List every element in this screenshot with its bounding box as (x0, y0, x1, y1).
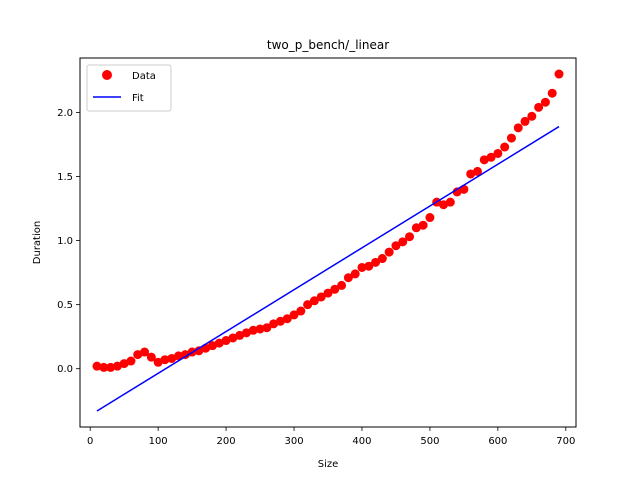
data-point (303, 300, 313, 310)
data-point (391, 241, 401, 251)
legend-data-marker (102, 70, 112, 80)
data-point (289, 310, 299, 320)
data-point (493, 148, 503, 158)
data-point (405, 232, 415, 242)
data-point (472, 166, 482, 176)
data-point (486, 152, 496, 162)
axis-ticks: 0 100 200 300 400 500 600 700 0.0 0.5 1.0 1.5 2.0 (57, 108, 575, 447)
data-point (228, 333, 238, 343)
data-point (269, 319, 279, 329)
data-point (554, 69, 564, 79)
data-point (337, 280, 347, 290)
x-tick-label: 400 (352, 436, 371, 447)
data-point (418, 220, 428, 230)
data-point (316, 292, 326, 302)
data-point (309, 296, 319, 306)
data-point (439, 200, 449, 210)
y-tick-label: 1.0 (57, 236, 73, 247)
x-axis-label: Size (318, 459, 339, 470)
data-point (119, 359, 129, 369)
data-point (275, 316, 285, 326)
data-point (112, 361, 122, 371)
data-point (296, 306, 306, 316)
data-point (282, 314, 292, 324)
data-point (323, 288, 333, 298)
legend: Data Fit (86, 64, 172, 112)
legend-box (86, 64, 172, 112)
data-point (241, 328, 251, 338)
data-point (534, 102, 544, 112)
data-point (425, 213, 435, 223)
data-point (540, 97, 550, 107)
y-tick-label: 1.5 (57, 172, 73, 183)
data-point (160, 355, 170, 365)
data-point (248, 325, 258, 335)
data-point (194, 346, 204, 356)
data-point (133, 350, 143, 360)
data-point (343, 273, 353, 283)
x-tick-label: 100 (149, 436, 168, 447)
legend-fit-label: Fit (132, 93, 144, 104)
x-tick-label: 300 (284, 436, 303, 447)
data-point (357, 262, 367, 272)
y-tick-label: 0.5 (57, 300, 73, 311)
data-point (445, 197, 455, 207)
data-point (262, 323, 272, 333)
data-point (153, 357, 163, 367)
data-point (330, 284, 340, 294)
data-point (479, 155, 489, 165)
data-point (99, 362, 109, 372)
legend-data-label: Data (132, 71, 156, 82)
data-point (452, 187, 462, 197)
data-point (371, 257, 381, 267)
y-tick-label: 0.0 (57, 364, 73, 375)
data-point (92, 361, 102, 371)
x-tick-label: 0 (87, 436, 93, 447)
x-tick-label: 600 (488, 436, 507, 447)
plot-frame (79, 57, 577, 428)
x-tick-label: 200 (217, 436, 236, 447)
x-tick-label: 700 (556, 436, 575, 447)
y-tick-label: 2.0 (57, 108, 73, 119)
data-point (140, 347, 150, 357)
data-point (255, 324, 265, 334)
data-point (207, 341, 217, 351)
data-point (146, 352, 156, 362)
data-point (377, 254, 387, 264)
plot-marks (92, 69, 564, 412)
data-point (547, 88, 557, 98)
chart-title: two_p_bench/_linear (267, 38, 389, 52)
y-axis-label: Duration (32, 221, 43, 264)
data-point (235, 330, 245, 340)
data-point (214, 338, 224, 348)
data-point (174, 351, 184, 361)
data-point (350, 269, 360, 279)
data-point (126, 356, 136, 366)
data-point (398, 237, 408, 247)
fit-line (96, 125, 560, 412)
data-point (364, 261, 374, 271)
data-point (500, 142, 510, 152)
data-point (506, 133, 516, 143)
data-point (221, 336, 231, 346)
data-point (466, 169, 476, 179)
data-point (167, 353, 177, 363)
data-point (520, 116, 530, 126)
data-point (513, 123, 523, 133)
data-point (527, 111, 537, 121)
data-point (106, 362, 116, 372)
data-point (411, 223, 421, 233)
data-point (384, 247, 394, 257)
x-tick-label: 500 (420, 436, 439, 447)
data-point (180, 350, 190, 360)
